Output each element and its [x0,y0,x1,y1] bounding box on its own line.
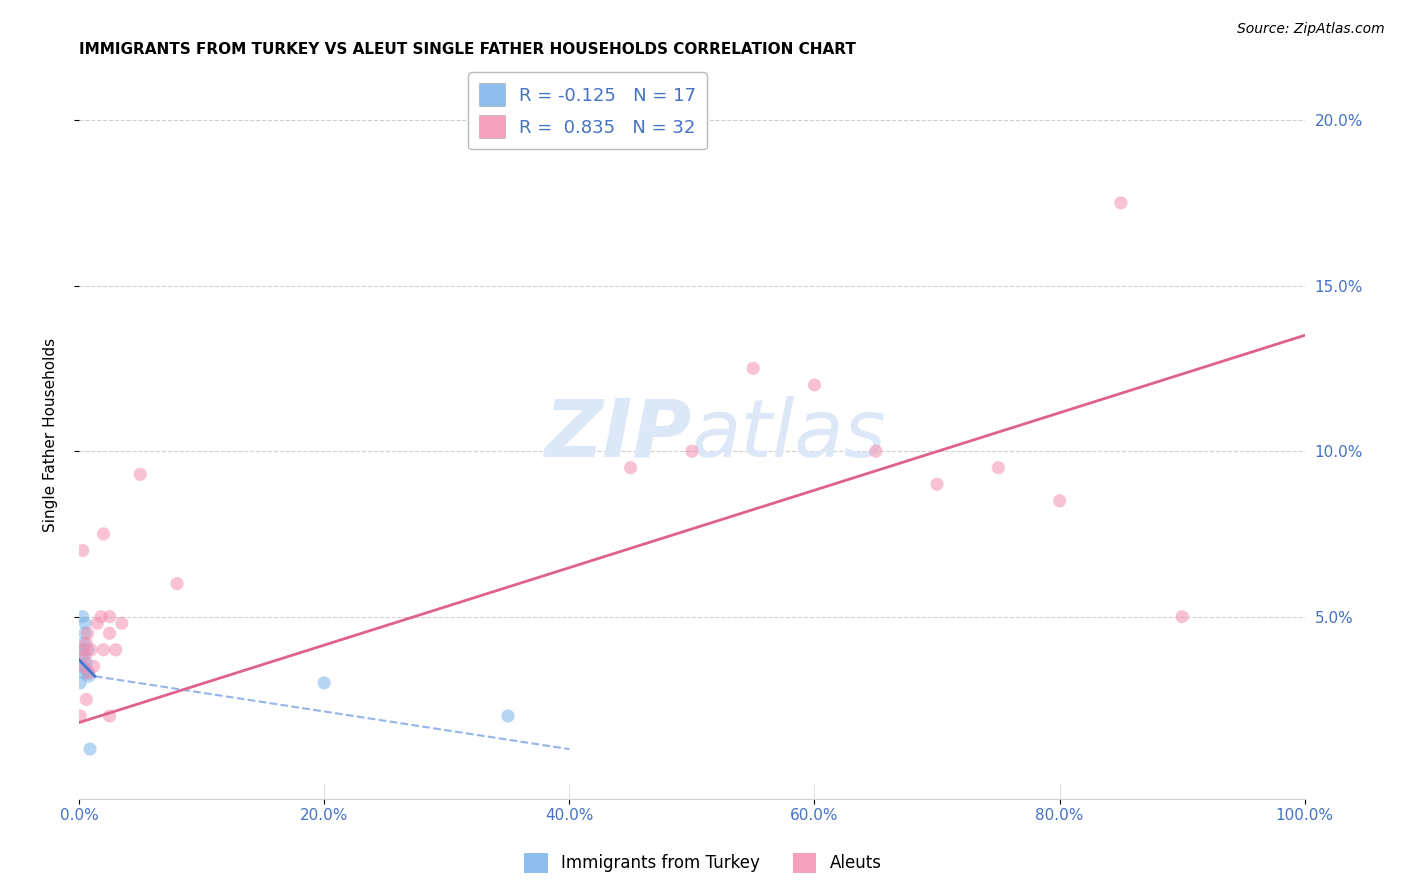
Text: ZIP: ZIP [544,395,692,474]
Legend: R = -0.125   N = 17, R =  0.835   N = 32: R = -0.125 N = 17, R = 0.835 N = 32 [468,72,707,149]
Point [72,659,94,673]
Point [86,616,108,631]
Point [681,444,703,458]
Point [70,642,93,657]
Text: IMMIGRANTS FROM TURKEY VS ALEUT SINGLE FATHER HOUSEHOLDS CORRELATION CHART: IMMIGRANTS FROM TURKEY VS ALEUT SINGLE F… [79,42,856,57]
Point [73,665,96,680]
Point [75,656,97,670]
Point [496,709,519,723]
Point [77,665,100,680]
Point [619,460,641,475]
Point [90,609,112,624]
Point [83,659,105,673]
Point [742,361,765,376]
Point [1109,195,1132,210]
Point [76,665,98,680]
Point [987,460,1010,475]
Y-axis label: Single Father Households: Single Father Households [44,337,58,532]
Point [111,616,134,631]
Point [73,636,96,650]
Legend: Immigrants from Turkey, Aleuts: Immigrants from Turkey, Aleuts [517,847,889,880]
Point [77,669,100,683]
Point [93,527,115,541]
Point [98,709,121,723]
Point [75,626,97,640]
Point [75,692,97,706]
Point [1171,609,1194,624]
Point [72,649,94,664]
Point [104,642,127,657]
Point [129,467,152,482]
Text: atlas: atlas [692,395,887,474]
Point [98,609,121,624]
Point [98,626,121,640]
Point [79,742,101,756]
Point [166,576,188,591]
Point [1049,493,1071,508]
Point [314,676,336,690]
Point [80,642,103,657]
Point [865,444,887,458]
Point [69,709,91,723]
Point [73,642,96,657]
Point [925,477,948,491]
Point [76,642,98,657]
Point [72,609,94,624]
Point [75,663,97,677]
Point [75,616,97,631]
Point [803,378,825,392]
Point [70,659,93,673]
Text: Source: ZipAtlas.com: Source: ZipAtlas.com [1237,22,1385,37]
Point [75,649,97,664]
Point [72,543,94,558]
Point [75,636,97,650]
Point [69,676,91,690]
Point [76,626,98,640]
Point [93,642,115,657]
